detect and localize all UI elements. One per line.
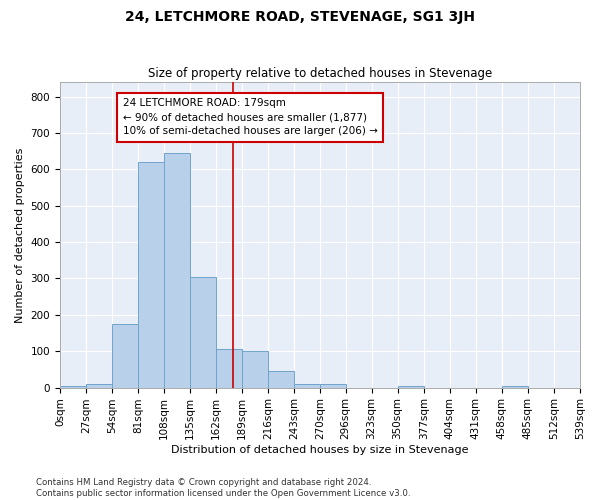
Bar: [216, 350, 242, 388]
Bar: [268, 371, 295, 388]
Bar: [112, 324, 138, 388]
Text: 24, LETCHMORE ROAD, STEVENAGE, SG1 3JH: 24, LETCHMORE ROAD, STEVENAGE, SG1 3JH: [125, 10, 475, 24]
Title: Size of property relative to detached houses in Stevenage: Size of property relative to detached ho…: [148, 66, 492, 80]
Bar: [190, 276, 216, 388]
Bar: [242, 351, 268, 388]
Text: 24 LETCHMORE ROAD: 179sqm
← 90% of detached houses are smaller (1,877)
10% of se: 24 LETCHMORE ROAD: 179sqm ← 90% of detac…: [122, 98, 377, 136]
Y-axis label: Number of detached properties: Number of detached properties: [15, 147, 25, 322]
Bar: [138, 162, 164, 388]
Bar: [86, 384, 112, 388]
Bar: [502, 386, 528, 388]
Text: Contains HM Land Registry data © Crown copyright and database right 2024.
Contai: Contains HM Land Registry data © Crown c…: [36, 478, 410, 498]
Bar: [60, 386, 86, 388]
Bar: [320, 384, 346, 388]
X-axis label: Distribution of detached houses by size in Stevenage: Distribution of detached houses by size …: [171, 445, 469, 455]
Bar: [398, 386, 424, 388]
Bar: [295, 384, 320, 388]
Bar: [164, 153, 190, 388]
